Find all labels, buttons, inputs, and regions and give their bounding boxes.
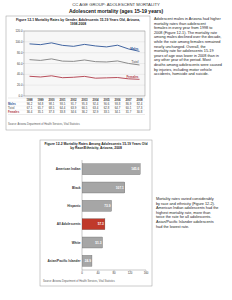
- header: CC AGE GROUP: ADOLESCENT MORTALITY: [72, 2, 160, 7]
- tick-label: 60.0: [17, 62, 23, 66]
- table-cell: 36.2: [82, 110, 88, 114]
- data-label: 24.9: [85, 259, 91, 263]
- background: [0, 0, 232, 300]
- data-label: 51.3: [95, 241, 101, 245]
- data-label: 73.9: [104, 204, 110, 208]
- table-cell: 31.7: [126, 110, 132, 114]
- figure-frame: [6, 16, 150, 130]
- series-label: Females: [126, 75, 138, 79]
- table-row-label: Females: [8, 110, 20, 114]
- text-line: years of age was lower in 2008 than in: [154, 54, 219, 58]
- table-cell: 33.8: [60, 110, 66, 114]
- tick-label: 0: [81, 271, 83, 275]
- series-label: Total: [132, 60, 139, 64]
- table-cell: 33.5: [104, 110, 110, 114]
- series-label: Males: [130, 47, 139, 51]
- page-title: Adolescent mortality (ages 15-19 years): [69, 8, 164, 14]
- data-label: 145.6: [131, 167, 139, 171]
- bar: [82, 237, 103, 248]
- series-line: [30, 43, 140, 52]
- text-line: any other year of the period. Most: [154, 58, 212, 62]
- text-line: Asian/Pacific Islander adolescents: [156, 220, 214, 224]
- grid-line: [24, 41, 145, 42]
- text-line: Adolescent males in Arizona had higher: [154, 17, 221, 21]
- series-line: [30, 59, 140, 65]
- category-label: All Adolescents: [57, 222, 81, 226]
- text-line: nearly unchanged. Overall, the: [154, 45, 206, 49]
- text-line: while the rate among females remained: [154, 40, 220, 44]
- plot-area: [24, 31, 145, 96]
- tick-label: 120: [128, 271, 133, 275]
- text-line: twice the rate for all adolescents.: [156, 215, 211, 219]
- source-note: Source: Arizona Department of Health Ser…: [43, 279, 116, 283]
- text-line: had the lowest rate.: [156, 225, 189, 229]
- category-label: Asian/Pacific Islander: [48, 259, 82, 263]
- text-line: by Race/Ethnicity, Arizona, 2008: [70, 146, 122, 150]
- text-line: Mortality rates varied considerably: [156, 197, 214, 201]
- data-label: 57.3: [98, 222, 104, 226]
- series-line: [30, 76, 140, 80]
- table-cell: 32.9: [93, 110, 99, 114]
- tick-label: 80.0: [17, 51, 23, 55]
- tick-label: 40: [96, 271, 100, 275]
- text-line: accidents, homicide and suicide.: [154, 72, 209, 76]
- grid-line: [24, 52, 145, 53]
- lines: [30, 43, 140, 79]
- text-line: among males declined over the decade,: [154, 35, 221, 39]
- category-label: White: [72, 241, 81, 245]
- table-cell: 36.4: [27, 110, 33, 114]
- data-label: 107.1: [116, 186, 124, 190]
- bar: [82, 182, 125, 193]
- x-axis: [82, 270, 146, 271]
- text-line: highest mortality rate, more than: [156, 211, 210, 215]
- chart-title: Figure 12-1 Mortality Rates by Gender, A…: [16, 18, 140, 26]
- table-cell: 30.8: [137, 110, 143, 114]
- figure-frame: [40, 140, 152, 286]
- tick-label: 120.0: [16, 29, 23, 33]
- table-rule: [8, 114, 145, 115]
- source-note: Source: Arizona Department of Health Ser…: [8, 122, 81, 126]
- paragraph: Mortality rates varied considerablyby ra…: [156, 197, 218, 229]
- bars: [82, 164, 140, 267]
- text-line: by race and ethnicity (Figure 12-2).: [156, 202, 215, 206]
- plot-frame: [24, 31, 145, 96]
- figure-2: Figure 12-2 Mortality Rates Among Adoles…: [40, 140, 152, 286]
- bar: [82, 255, 92, 266]
- y-axis: [82, 160, 83, 270]
- table-cell: 35.1: [38, 110, 44, 114]
- text-line: American Indian adolescents had the: [156, 206, 218, 210]
- text-line: deaths among adolescents were caused: [154, 63, 222, 67]
- tick-label: 40.0: [17, 72, 23, 76]
- text-line: females in every year from 1998 to: [154, 26, 212, 30]
- category-label: Black: [72, 186, 81, 190]
- chart-title: Figure 12-2 Mortality Rates Among Adoles…: [45, 142, 148, 150]
- page: CC AGE GROUP: ADOLESCENT MORTALITYAdoles…: [0, 0, 232, 300]
- grid-line: [24, 85, 145, 86]
- text-line: 1998-2008: [70, 22, 86, 26]
- bar: [82, 164, 140, 175]
- figure-1: Figure 12-1 Mortality Rates by Gender, A…: [6, 16, 150, 130]
- category-label: Hispanic: [67, 204, 81, 208]
- bar: [82, 200, 112, 211]
- tick-label: 20.0: [17, 83, 23, 87]
- table-cell: 37.3: [49, 110, 55, 114]
- table-cell: 34.6: [71, 110, 77, 114]
- paragraph: Adolescent males in Arizona had highermo…: [154, 17, 222, 76]
- tick-label: 80: [112, 271, 116, 275]
- tick-label: 100.0: [16, 40, 23, 44]
- text-line: mortality rate for adolescents 15-19: [154, 49, 214, 53]
- category-label: American Indian: [56, 167, 81, 171]
- tick-label: 0.0: [19, 94, 23, 98]
- text-line: mortality rates than adolescent: [154, 22, 207, 26]
- table-cell: 34.1: [115, 110, 121, 114]
- text-line: 2008 (Figure 12-1). The mortality rate: [154, 31, 217, 35]
- tick-label: 160: [144, 271, 149, 275]
- text-line: by injuries, including motor vehicle: [154, 68, 212, 72]
- bar: [82, 219, 105, 230]
